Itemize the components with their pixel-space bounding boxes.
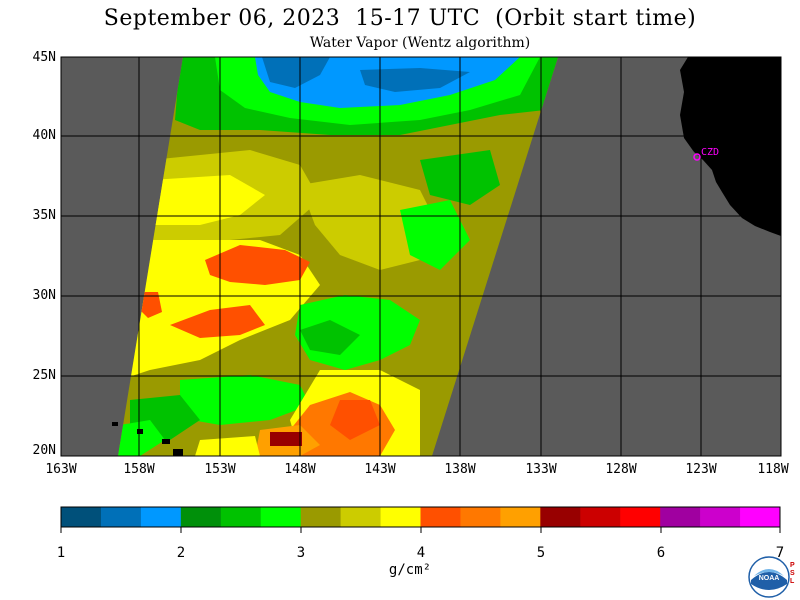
colorbar-swatch xyxy=(500,507,541,527)
colorbar-label-4: 4 xyxy=(416,545,426,561)
colorbar-swatch xyxy=(580,507,621,527)
colorbar-label-1: 1 xyxy=(56,545,66,561)
lat-label-45n: 45N xyxy=(32,50,56,65)
map-title: September 06, 2023 15-17 UTC (Orbit star… xyxy=(103,6,697,31)
colorbar-swatch xyxy=(740,507,781,527)
colorbar-swatch xyxy=(460,507,501,527)
colorbar-label-3: 3 xyxy=(296,545,306,561)
colorbar-swatch xyxy=(380,507,421,527)
lat-label-35n: 35N xyxy=(32,208,56,223)
lon-label-133w: 133W xyxy=(525,462,557,477)
station-label: CZD xyxy=(701,147,720,158)
psl-logo-text: P S L xyxy=(790,562,795,585)
colorbar xyxy=(60,506,781,528)
colorbar-swatch xyxy=(180,507,222,527)
colorbar-swatch xyxy=(340,507,382,527)
lon-label-138w: 138W xyxy=(444,462,476,477)
colorbar-swatch xyxy=(100,507,142,527)
colorbar-swatch xyxy=(700,507,741,527)
hawaii-islands xyxy=(112,422,183,456)
lat-label-25n: 25N xyxy=(32,368,56,383)
colorbar-label-2: 2 xyxy=(176,545,186,561)
colorbar-ticks xyxy=(60,527,781,533)
colorbar-swatch xyxy=(620,507,661,527)
noaa-logo: NOAA xyxy=(748,556,790,598)
colorbar-swatch xyxy=(300,507,342,527)
colorbar-swatch xyxy=(220,507,262,527)
lon-label-163w: 163W xyxy=(45,462,77,477)
colorbar-swatch xyxy=(420,507,461,527)
lon-label-123w: 123W xyxy=(685,462,717,477)
colorbar-label-7: 7 xyxy=(775,545,785,561)
colorbar-swatch xyxy=(540,507,581,527)
colorbar-swatch xyxy=(140,507,182,527)
lat-label-20n: 20N xyxy=(32,443,56,458)
lat-label-40n: 40N xyxy=(32,128,56,143)
lat-label-30n: 30N xyxy=(32,288,56,303)
lon-label-128w: 128W xyxy=(605,462,637,477)
map-subtitle: Water Vapor (Wentz algorithm) xyxy=(309,35,531,51)
colorbar-swatch xyxy=(61,507,102,527)
colorbar-swatch xyxy=(660,507,701,527)
colorbar-units: g/cm² xyxy=(388,562,432,578)
lon-label-153w: 153W xyxy=(204,462,236,477)
colorbar-label-5: 5 xyxy=(536,545,546,561)
lon-label-158w: 158W xyxy=(123,462,155,477)
map-frame xyxy=(60,56,782,457)
lon-label-143w: 143W xyxy=(364,462,396,477)
noaa-logo-text: NOAA xyxy=(759,575,780,582)
grid-lines xyxy=(61,57,781,456)
lon-label-148w: 148W xyxy=(284,462,316,477)
land-mass xyxy=(680,57,781,236)
colorbar-label-6: 6 xyxy=(656,545,666,561)
station-marker xyxy=(693,153,701,161)
lon-label-118w: 118W xyxy=(757,462,789,477)
colorbar-swatch xyxy=(260,507,302,527)
